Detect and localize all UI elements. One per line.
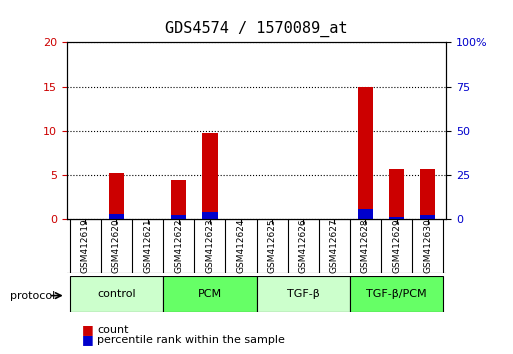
- Text: GSM412622: GSM412622: [174, 219, 183, 273]
- Bar: [420, 215, 436, 219]
- Bar: [358, 87, 373, 219]
- FancyBboxPatch shape: [163, 276, 256, 312]
- FancyBboxPatch shape: [350, 276, 443, 312]
- Text: GSM412626: GSM412626: [299, 219, 308, 273]
- Bar: [109, 172, 124, 219]
- Text: count: count: [97, 325, 129, 335]
- Bar: [171, 180, 187, 219]
- Text: GSM412627: GSM412627: [330, 219, 339, 273]
- Text: TGF-β/PCM: TGF-β/PCM: [366, 289, 427, 299]
- Text: ■: ■: [82, 324, 94, 336]
- Text: percentile rank within the sample: percentile rank within the sample: [97, 335, 285, 345]
- Text: GSM412625: GSM412625: [268, 219, 277, 273]
- Bar: [202, 212, 218, 219]
- Text: GSM412628: GSM412628: [361, 219, 370, 273]
- Text: control: control: [97, 289, 136, 299]
- Text: protocol: protocol: [10, 291, 55, 301]
- FancyBboxPatch shape: [70, 276, 163, 312]
- Bar: [389, 169, 404, 219]
- Text: GSM412630: GSM412630: [423, 219, 432, 273]
- Bar: [358, 209, 373, 219]
- Bar: [202, 133, 218, 219]
- Text: ■: ■: [82, 333, 94, 346]
- Text: GSM412624: GSM412624: [236, 219, 245, 273]
- Bar: [420, 169, 436, 219]
- Text: GSM412623: GSM412623: [205, 219, 214, 273]
- Text: GSM412621: GSM412621: [143, 219, 152, 273]
- Text: GSM412629: GSM412629: [392, 219, 401, 273]
- Text: GSM412619: GSM412619: [81, 219, 90, 273]
- Bar: [171, 215, 187, 219]
- Text: TGF-β: TGF-β: [287, 289, 320, 299]
- Bar: [109, 214, 124, 219]
- FancyBboxPatch shape: [256, 276, 350, 312]
- Text: GDS4574 / 1570089_at: GDS4574 / 1570089_at: [165, 21, 348, 38]
- Text: PCM: PCM: [198, 289, 222, 299]
- Text: GSM412620: GSM412620: [112, 219, 121, 273]
- Bar: [389, 217, 404, 219]
